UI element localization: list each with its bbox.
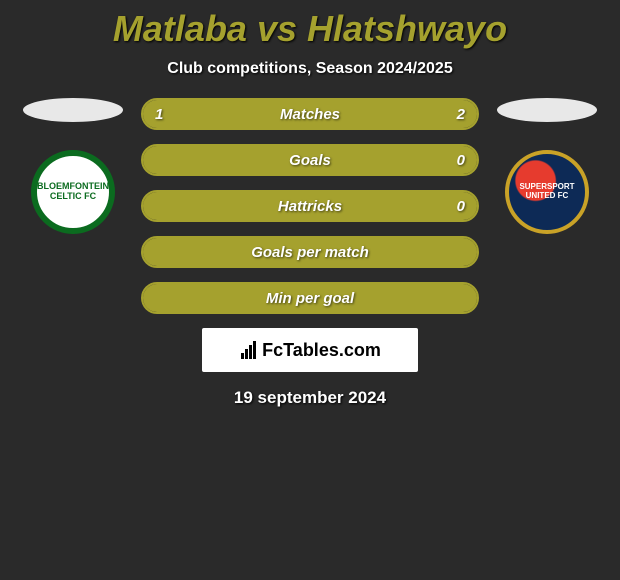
right-team-crest: SUPERSPORT UNITED FC [505,150,589,234]
right-team-name: SUPERSPORT UNITED FC [509,183,585,201]
bar-right-value: 2 [457,106,465,123]
stat-bars: 1 Matches 2 Goals 0 Hattricks 0 Goals pe… [141,98,479,314]
page-title: Matlaba vs Hlatshwayo [0,8,620,50]
bar-right-value: 0 [457,198,465,215]
bar-label: Matches [280,106,340,123]
comparison-content: BLOEMFONTEIN CELTIC FC 1 Matches 2 Goals… [0,98,620,314]
bar-label: Goals per match [251,244,369,261]
brand-box: FcTables.com [202,328,418,372]
date-text: 19 september 2024 [0,388,620,408]
subtitle: Club competitions, Season 2024/2025 [0,60,620,78]
left-side: BLOEMFONTEIN CELTIC FC [23,98,123,234]
right-player-placeholder [497,98,597,122]
right-side: SUPERSPORT UNITED FC [497,98,597,234]
bar-right-value: 0 [457,152,465,169]
left-player-placeholder [23,98,123,122]
bar-label: Goals [289,152,331,169]
stat-bar-goals-per-match: Goals per match [141,236,479,268]
bar-left-value: 1 [155,106,163,123]
chart-icon [239,341,256,359]
bar-label: Hattricks [278,198,342,215]
stat-bar-goals: Goals 0 [141,144,479,176]
bar-label: Min per goal [266,290,354,307]
brand-text: FcTables.com [262,340,381,361]
left-team-crest: BLOEMFONTEIN CELTIC FC [31,150,115,234]
left-team-name: BLOEMFONTEIN CELTIC FC [37,182,109,202]
stat-bar-matches: 1 Matches 2 [141,98,479,130]
stat-bar-min-per-goal: Min per goal [141,282,479,314]
stat-bar-hattricks: Hattricks 0 [141,190,479,222]
